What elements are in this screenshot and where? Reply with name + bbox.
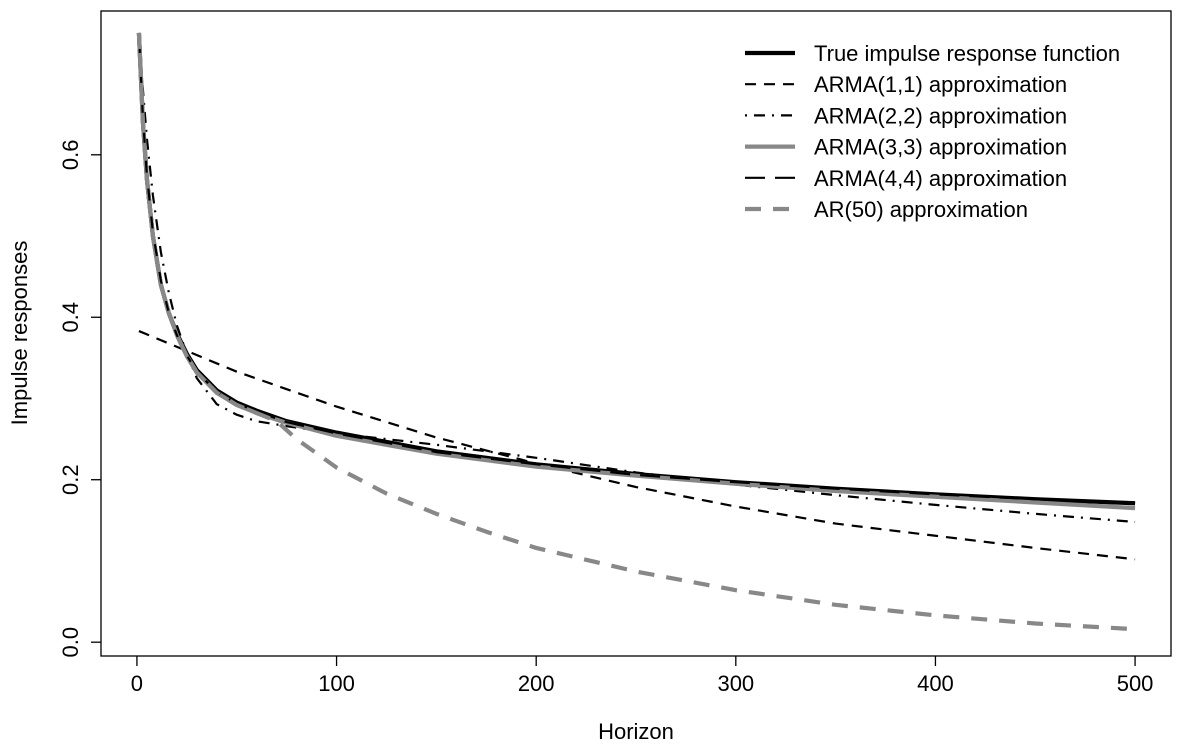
series-layer [136,32,1136,632]
y-tick-label: 0.0 [58,627,83,658]
legend-label: ARMA(1,1) approximation [814,72,1067,97]
legend-label: ARMA(3,3) approximation [814,135,1067,160]
x-tick-label: 400 [917,671,954,696]
y-tick-label: 0.2 [58,464,83,495]
y-axis: 0.0 0.2 0.4 0.6 [58,139,101,657]
legend-label: True impulse response function [814,41,1120,66]
series-line-6 [136,32,1136,632]
x-axis-title: Horizon [598,719,674,744]
legend-label: AR(50) approximation [814,197,1028,222]
x-tick-label: 300 [717,671,754,696]
y-tick-label: 0.6 [58,139,83,170]
x-tick-label: 100 [318,671,355,696]
x-tick-label: 0 [131,671,143,696]
plot-frame [100,10,1172,657]
x-axis: 0 100 200 300 400 500 [131,656,1154,696]
series-line-2 [138,330,1136,561]
legend-label: ARMA(4,4) approximation [814,166,1067,191]
x-tick-label: 200 [518,671,555,696]
y-axis-title: Impulse responses [7,241,32,426]
legend-label: ARMA(2,2) approximation [814,103,1067,128]
y-tick-label: 0.4 [58,302,83,333]
series-line-3 [137,49,1136,524]
x-tick-label: 500 [1117,671,1154,696]
legend: True impulse response function ARMA(1,1) … [745,41,1120,222]
